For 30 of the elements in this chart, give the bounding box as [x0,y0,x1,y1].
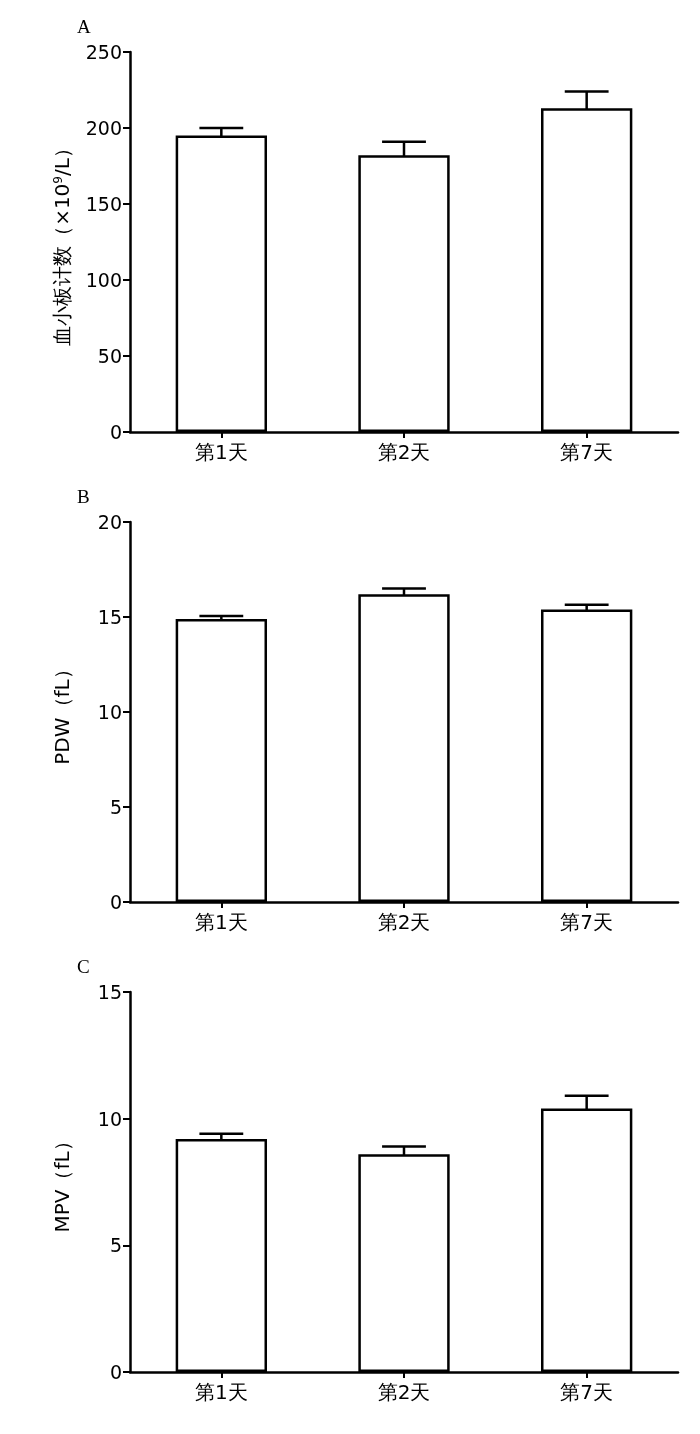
y-tick-label: 5 [109,796,122,818]
y-tick-label: 100 [85,269,122,291]
y-tick-label: 200 [85,117,122,139]
x-tick-label: 第7天 [560,910,614,934]
y-tick-label: 0 [109,891,122,913]
x-tick-label: 第2天 [377,1380,431,1404]
y-axis-title: 血小板计数（×109/L） [50,138,74,346]
x-tick-label: 第1天 [194,1380,248,1404]
y-tick-label: 20 [97,511,122,533]
y-tick-label: 150 [85,193,122,215]
chart-title: B [77,486,90,507]
chart-title: C [77,956,90,977]
y-tick-label: 250 [85,41,122,63]
x-tick-label: 第7天 [560,1380,614,1404]
y-axis-title: PDW（fL） [50,659,74,765]
y-tick-label: 10 [97,701,122,723]
y-tick-label: 15 [97,606,122,628]
y-tick-label: 10 [97,1107,122,1130]
y-tick-label: 50 [97,345,122,367]
x-tick-label: 第2天 [377,440,431,464]
x-tick-label: 第1天 [194,910,248,934]
x-tick-label: 第1天 [194,440,248,464]
chart-title: A [77,16,91,37]
x-tick-label: 第7天 [560,440,614,464]
x-tick-label: 第2天 [377,910,431,934]
y-tick-label: 5 [109,1234,122,1257]
y-axis-title: MPV（fL） [50,1131,74,1233]
y-tick-label: 0 [109,421,122,443]
y-tick-label: 15 [97,981,122,1003]
y-tick-label: 0 [109,1361,122,1383]
